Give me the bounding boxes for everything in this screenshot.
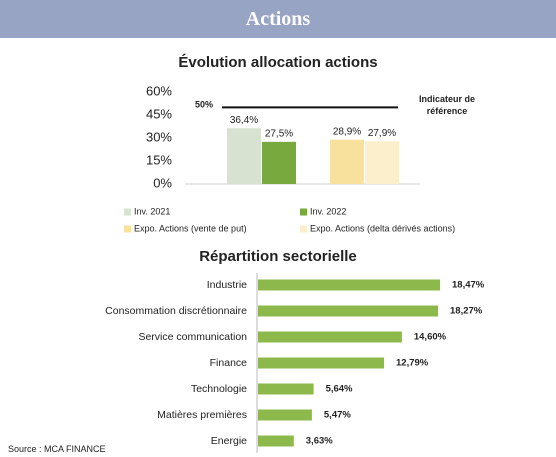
bar: [258, 305, 439, 317]
category-label: Technologie: [191, 383, 247, 395]
legend-label: Inv. 2022: [310, 206, 346, 216]
value-label: 5,64%: [326, 384, 353, 395]
y-tick-label: 15%: [146, 152, 172, 167]
value-label: 3,63%: [306, 436, 333, 447]
value-label: 36,4%: [230, 115, 258, 126]
bar: [262, 141, 296, 184]
category-label: Consommation discrétionnaire: [105, 305, 247, 317]
value-label: 18,27%: [450, 306, 483, 317]
bar: [227, 128, 261, 184]
value-label: 27,9%: [368, 128, 396, 139]
value-label: 28,9%: [333, 126, 361, 137]
bar: [330, 139, 364, 184]
category-label: Finance: [210, 357, 248, 369]
y-tick-label: 60%: [146, 83, 172, 98]
legend-swatch: [300, 225, 307, 233]
category-label: Matières premières: [157, 409, 247, 421]
y-tick-label: 45%: [146, 106, 172, 121]
category-label: Industrie: [207, 279, 247, 291]
legend-swatch: [124, 208, 131, 216]
bar: [258, 357, 385, 369]
bar: [365, 141, 399, 184]
bar: [258, 383, 314, 395]
bar: [258, 435, 294, 447]
source: Source : MCA FINANCE: [8, 444, 106, 454]
category-label: Energie: [211, 435, 247, 447]
legend-swatch: [300, 208, 307, 216]
y-tick-label: 0%: [153, 175, 172, 190]
bar: [258, 409, 312, 421]
category-label: Service communication: [138, 331, 247, 343]
legend-swatch: [124, 225, 131, 233]
chart-title: Répartition sectorielle: [199, 248, 357, 265]
section-header: Actions: [0, 0, 556, 38]
value-label: 14,60%: [414, 332, 447, 343]
legend-label: Expo. Actions (vente de put): [134, 223, 247, 233]
value-label: 12,79%: [396, 358, 429, 369]
reference-label: 50%: [195, 100, 213, 110]
value-label: 27,5%: [265, 128, 293, 139]
chart-title: Évolution allocation actions: [178, 54, 377, 71]
legend-label: Inv. 2021: [134, 206, 170, 216]
y-tick-label: 30%: [146, 129, 172, 144]
reference-annotation: Indicateur de référence: [418, 94, 475, 116]
value-label: 18,47%: [452, 280, 485, 291]
bar: [258, 331, 402, 343]
bar: [258, 279, 440, 291]
value-label: 5,47%: [324, 410, 351, 421]
legend-label: Expo. Actions (delta dérivés actions): [310, 223, 455, 233]
